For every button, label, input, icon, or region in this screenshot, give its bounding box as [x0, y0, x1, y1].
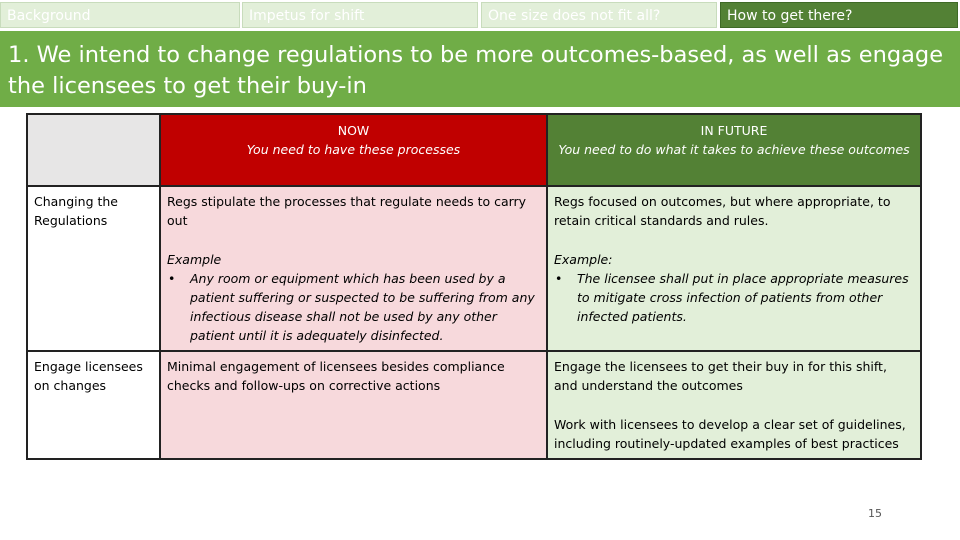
table-header-row: NOW You need to have these processes IN … — [26, 113, 922, 187]
future-header-label: IN FUTURE — [700, 123, 768, 138]
future-example-label: Example: — [554, 252, 613, 267]
tab-impetus-for-shift[interactable]: Impetus for shift — [242, 2, 478, 28]
slide-title-bar: 1. We intend to change regulations to be… — [0, 31, 960, 107]
tab-background[interactable]: Background — [0, 2, 240, 28]
row-label-engage-licensees: Engage licensees on changes — [26, 350, 161, 460]
now-example-label: Example — [167, 252, 222, 267]
now-cell-engage-licensees: Minimal engagement of licensees besides … — [159, 350, 548, 460]
now-header-subtitle: You need to have these processes — [246, 142, 461, 157]
future-text: Regs focused on outcomes, but where appr… — [554, 194, 891, 228]
comparison-table: NOW You need to have these processes IN … — [26, 113, 922, 460]
now-cell-changing-regulations: Regs stipulate the processes that regula… — [159, 185, 548, 352]
future-header-subtitle: You need to do what it takes to achieve … — [558, 142, 910, 157]
row-label-changing-regulations: Changing the Regulations — [26, 185, 161, 352]
future-text-2: Work with licensees to develop a clear s… — [554, 417, 906, 451]
tab-one-size-does-not-fit-all[interactable]: One size does not fit all? — [481, 2, 717, 28]
section-tabs: Background Impetus for shift One size do… — [0, 0, 960, 30]
table-row: Engage licensees on changes Minimal enga… — [26, 350, 922, 460]
future-cell-changing-regulations: Regs focused on outcomes, but where appr… — [546, 185, 922, 352]
table-corner-cell — [26, 113, 161, 187]
tab-how-to-get-there[interactable]: How to get there? — [720, 2, 958, 28]
now-text: Minimal engagement of licensees besides … — [167, 359, 505, 393]
now-header-label: NOW — [337, 123, 370, 138]
now-text: Regs stipulate the processes that regula… — [167, 194, 527, 228]
future-column-header: IN FUTURE You need to do what it takes t… — [546, 113, 922, 187]
bullet-marker: • — [555, 271, 563, 286]
future-text: Engage the licensees to get their buy in… — [554, 359, 887, 393]
slide-title: 1. We intend to change regulations to be… — [8, 42, 944, 99]
bullet-marker: • — [168, 271, 176, 286]
future-cell-engage-licensees: Engage the licensees to get their buy in… — [546, 350, 922, 460]
table-row: Changing the Regulations Regs stipulate … — [26, 185, 922, 352]
now-column-header: NOW You need to have these processes — [159, 113, 548, 187]
future-example-bullet-item: • The licensee shall put in place approp… — [554, 269, 914, 326]
page-number: 15 — [868, 507, 882, 520]
now-example-text: Any room or equipment which has been use… — [190, 271, 535, 343]
now-example-bullet-item: • Any room or equipment which has been u… — [167, 269, 540, 345]
future-example-text: The licensee shall put in place appropri… — [577, 271, 909, 324]
